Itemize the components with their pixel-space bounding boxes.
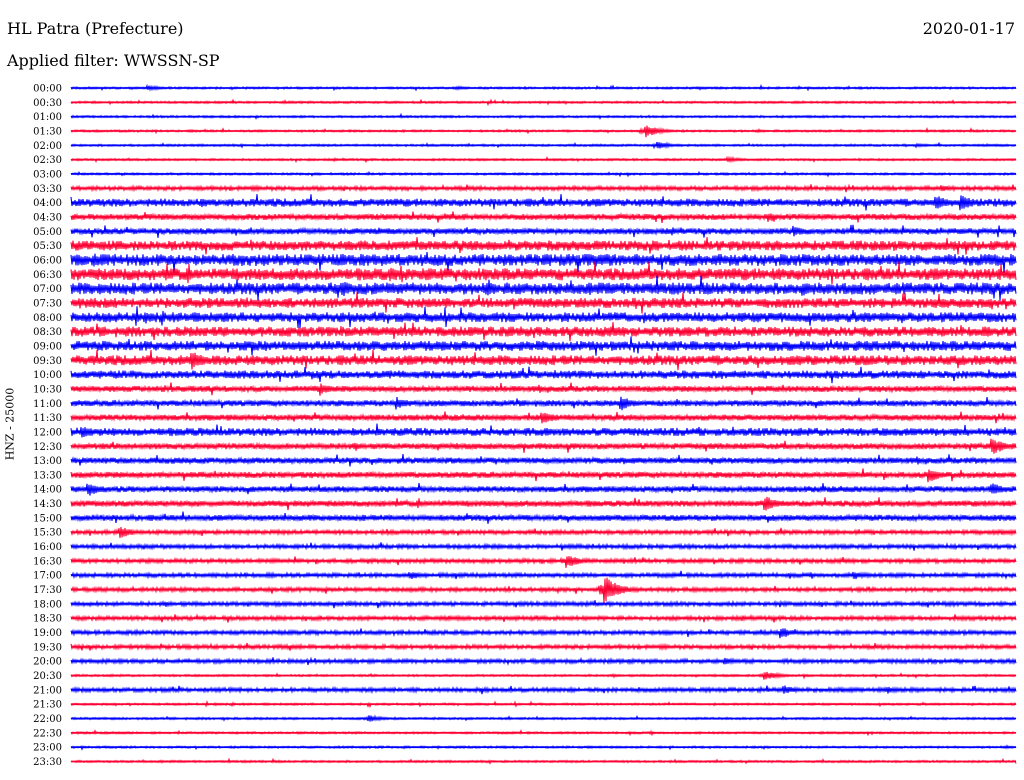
time-tick-label: 22:30 xyxy=(33,728,62,739)
time-tick-label: 10:00 xyxy=(33,370,62,381)
time-tick-label: 12:00 xyxy=(33,427,62,438)
time-tick-label: 18:30 xyxy=(33,614,62,625)
time-tick-label: 01:30 xyxy=(33,126,62,137)
time-tick-label: 21:30 xyxy=(33,700,62,711)
time-tick-label: 06:00 xyxy=(33,255,62,266)
time-tick-label: 04:00 xyxy=(33,198,62,209)
time-tick-label: 15:30 xyxy=(33,528,62,539)
time-tick-label: 07:30 xyxy=(33,298,62,309)
time-tick-label: 00:00 xyxy=(33,84,62,95)
time-tick-label: 17:00 xyxy=(33,571,62,582)
time-tick-label: 11:00 xyxy=(33,399,62,410)
time-tick-label: 12:30 xyxy=(33,442,62,453)
station-title: HL Patra (Prefecture) xyxy=(7,19,184,38)
time-tick-label: 19:00 xyxy=(33,628,62,639)
time-tick-label: 05:00 xyxy=(33,227,62,238)
time-tick-label: 20:00 xyxy=(33,657,62,668)
time-tick-label: 15:00 xyxy=(33,513,62,524)
time-tick-label: 11:30 xyxy=(33,413,62,424)
time-tick-label: 01:00 xyxy=(33,112,62,123)
time-tick-label: 21:00 xyxy=(33,685,62,696)
time-tick-label: 04:30 xyxy=(33,212,62,223)
time-tick-label: 23:30 xyxy=(33,757,62,768)
time-tick-label: 18:00 xyxy=(33,599,62,610)
time-tick-label: 02:30 xyxy=(33,155,62,166)
time-tick-label: 20:30 xyxy=(33,671,62,682)
time-tick-label: 10:30 xyxy=(33,384,62,395)
time-tick-label: 03:00 xyxy=(33,169,62,180)
filter-label: Applied filter: WWSSN-SP xyxy=(7,51,220,70)
time-tick-label: 13:00 xyxy=(33,456,62,467)
time-tick-label: 05:30 xyxy=(33,241,62,252)
time-tick-label: 08:00 xyxy=(33,313,62,324)
time-tick-label: 09:30 xyxy=(33,356,62,367)
time-tick-label: 19:30 xyxy=(33,642,62,653)
time-tick-label: 23:00 xyxy=(33,743,62,754)
time-tick-label: 08:30 xyxy=(33,327,62,338)
time-tick-label: 14:30 xyxy=(33,499,62,510)
time-tick-label: 14:00 xyxy=(33,485,62,496)
time-tick-label: 16:30 xyxy=(33,556,62,567)
time-tick-label: 07:00 xyxy=(33,284,62,295)
time-tick-label: 22:00 xyxy=(33,714,62,725)
time-tick-label: 13:30 xyxy=(33,470,62,481)
time-tick-label: 00:30 xyxy=(33,98,62,109)
time-tick-label: 16:00 xyxy=(33,542,62,553)
time-tick-label: 02:00 xyxy=(33,141,62,152)
seismic-trace xyxy=(70,556,1017,568)
date-label: 2020-01-17 xyxy=(922,19,1015,38)
seismic-trace xyxy=(70,423,1017,438)
time-tick-label: 09:00 xyxy=(33,341,62,352)
time-tick-label: 03:30 xyxy=(33,184,62,195)
time-tick-label: 17:30 xyxy=(33,585,62,596)
time-tick-label: 06:30 xyxy=(33,270,62,281)
